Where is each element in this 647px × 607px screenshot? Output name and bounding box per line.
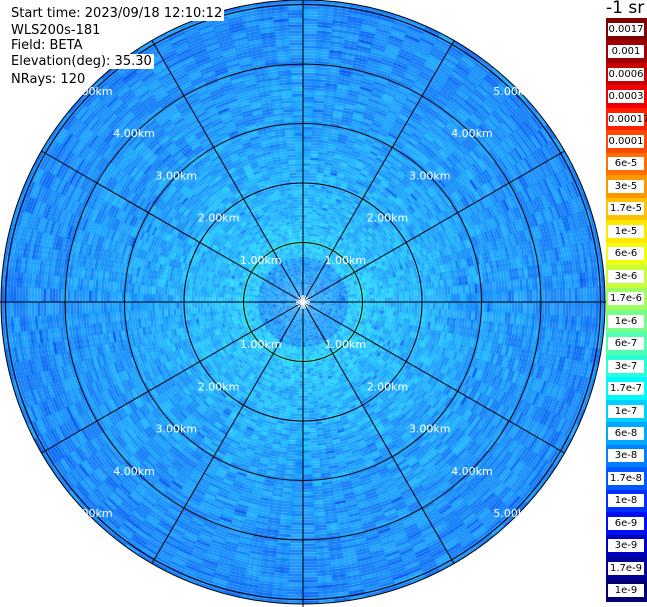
colorbar-swatch: 3e-5 (606, 175, 647, 199)
azimuth-spoke (302, 40, 455, 303)
range-ring-label: 1.00km (324, 338, 366, 351)
colorbar-swatch: 0.0001 (606, 130, 647, 154)
colorbar-swatch: 1.7e-6 (606, 287, 647, 311)
colorbar-tick-label: 3e-7 (608, 359, 644, 373)
center-marker (296, 298, 310, 306)
colorbar-swatch: 3e-7 (606, 354, 647, 378)
colorbar-swatch: 0.001 (606, 40, 647, 64)
colorbar-tick-label: 6e-7 (608, 337, 644, 351)
colorbar-unit-label: -1 sr (606, 0, 645, 18)
range-ring-label: 4.00km (451, 465, 493, 478)
colorbar-swatch: 0.0003 (606, 85, 647, 109)
colorbar-swatch: 6e-9 (606, 512, 647, 536)
range-ring-label: 5.00km (71, 85, 113, 98)
colorbar-swatch: 0.0017 (606, 18, 647, 41)
range-ring-label: 5.00km (493, 507, 535, 520)
colorbar-tick-label: 6e-6 (608, 247, 644, 261)
colorbar-tick-label: 1.7e-9 (608, 561, 644, 575)
range-ring-label: 1.00km (240, 338, 282, 351)
colorbar-swatch: 1e-6 (606, 310, 647, 333)
azimuth-spoke (41, 150, 304, 303)
colorbar-tick-label: 0.00017 (608, 112, 647, 126)
colorbar-tick-label: 1e-8 (608, 494, 644, 508)
colorbar-tick-label: 1.7e-6 (608, 292, 644, 306)
range-ring-label: 5.00km (71, 507, 113, 520)
colorbar-swatch: 1.7e-5 (606, 197, 647, 221)
colorbar-swatch: 0.0006 (606, 62, 647, 86)
azimuth-spoke (302, 150, 565, 303)
start-time-label: Start time: 2023/09/18 12:10:12 (9, 6, 225, 21)
colorbar-tick-label: 3e-6 (608, 269, 644, 283)
colorbar-tick-label: 6e-5 (608, 157, 644, 171)
range-ring-label: 4.00km (113, 465, 155, 478)
colorbar-tick-label: 1e-9 (608, 584, 644, 598)
instrument-label: WLS200s-181 (9, 23, 103, 38)
range-ring-label: 3.00km (409, 169, 451, 182)
range-ring-label: 3.00km (155, 423, 197, 436)
colorbar-tick-label: 1e-5 (608, 224, 644, 238)
colorbar-swatch: 1e-9 (606, 579, 647, 603)
colorbar-swatch: 6e-6 (606, 242, 647, 266)
range-ring-label: 2.00km (198, 212, 240, 225)
colorbar-tick-label: 1e-7 (608, 404, 644, 418)
range-ring-label: 1.00km (324, 254, 366, 267)
colorbar-tick-label: 1.7e-5 (608, 202, 644, 216)
colorbar-swatch: 1e-7 (606, 399, 647, 423)
colorbar-swatch: 1.7e-7 (606, 377, 647, 401)
range-ring-label: 3.00km (409, 423, 451, 436)
colorbar-tick-label: 1e-6 (608, 314, 644, 328)
colorbar-tick-label: 3e-5 (608, 179, 644, 193)
colorbar-swatch: 3e-8 (606, 444, 647, 468)
colorbar-swatch: 6e-8 (606, 422, 647, 446)
colorbar-swatch: 1e-8 (606, 489, 647, 513)
colorbar-swatch: 6e-7 (606, 332, 647, 356)
azimuth-spoke (302, 301, 565, 454)
colorbar-tick-label: 0.001 (608, 45, 644, 59)
colorbar-swatch: 1.7e-8 (606, 467, 647, 491)
range-ring-label: 4.00km (113, 127, 155, 140)
range-ring-label: 3.00km (155, 169, 197, 182)
range-ring-label: 2.00km (367, 380, 409, 393)
range-ring-label: 2.00km (198, 380, 240, 393)
azimuth-spoke (41, 301, 304, 454)
colorbar-tick-label: 1.7e-8 (608, 471, 644, 485)
elevation-label: Elevation(deg): 35.30 (9, 54, 154, 69)
colorbar-swatch: 0.00017 (606, 107, 647, 131)
colorbar-swatch: 6e-5 (606, 152, 647, 176)
colorbar-tick-label: 6e-9 (608, 516, 644, 530)
range-ring-label: 2.00km (367, 212, 409, 225)
range-ring-label: 5.00km (493, 85, 535, 98)
colorbar-tick-label: 3e-9 (608, 539, 644, 553)
colorbar-tick-label: 0.0017 (608, 22, 644, 36)
colorbar-tick-label: 0.0006 (608, 67, 644, 81)
azimuth-spoke (302, 301, 455, 564)
azimuth-spoke (151, 40, 304, 303)
colorbar-swatch: 3e-9 (606, 534, 647, 558)
colorbar-tick-label: 6e-8 (608, 427, 644, 441)
colorbar-tick-label: 0.0001 (608, 135, 644, 149)
nrays-label: NRays: 120 (9, 72, 88, 87)
field-label: Field: BETA (9, 38, 85, 53)
range-ring-label: 4.00km (451, 127, 493, 140)
colorbar-swatch: 1.7e-9 (606, 557, 647, 581)
colorbar-tick-label: 3e-8 (608, 449, 644, 463)
colorbar: 0.0017 0.001 0.0006 0.0003 0.00017 0.0001 6e-5… (606, 18, 647, 603)
colorbar-tick-label: 0.0003 (608, 90, 644, 104)
colorbar-swatch: 3e-6 (606, 265, 647, 289)
colorbar-swatch: 1e-5 (606, 220, 647, 244)
range-ring-label: 1.00km (240, 254, 282, 267)
colorbar-tick-label: 1.7e-7 (608, 382, 644, 396)
azimuth-spoke (151, 301, 304, 564)
